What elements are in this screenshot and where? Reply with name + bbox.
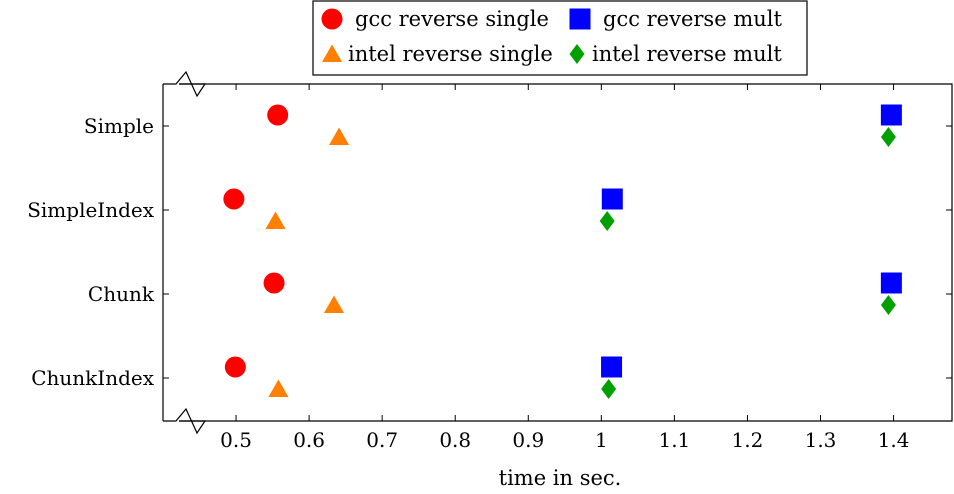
series-gcc-reverse-mult — [601, 104, 902, 378]
legend-label: gcc reverse single — [355, 7, 549, 31]
data-point — [224, 356, 246, 378]
x-tick-label: 1.2 — [732, 428, 764, 452]
data-point — [267, 104, 289, 126]
legend-entry: gcc reverse mult — [569, 7, 782, 31]
x-tick-label: 1.4 — [878, 428, 910, 452]
axis-break-bottom — [163, 407, 207, 435]
y-category-label: Simple — [84, 114, 154, 138]
series-gcc-reverse-single — [223, 104, 289, 378]
legend-label: intel reverse single — [348, 42, 553, 66]
x-tick-label: 0.9 — [512, 428, 544, 452]
x-axis-label: time in sec. — [499, 466, 622, 490]
series-intel-reverse-mult — [599, 127, 896, 399]
y-category-label: ChunkIndex — [31, 366, 154, 390]
data-point — [599, 211, 615, 231]
legend-entry: intel reverse single — [322, 42, 553, 66]
x-tick-label: 1.3 — [805, 428, 837, 452]
legend-frame — [312, 0, 808, 76]
legend-marker — [321, 8, 343, 30]
x-tick-label: 0.6 — [293, 428, 325, 452]
x-tick-label: 1 — [595, 428, 608, 452]
legend-entry: intel reverse mult — [569, 42, 782, 66]
legend-label: gcc reverse mult — [603, 7, 782, 31]
legend-marker — [569, 8, 591, 30]
data-point — [223, 188, 245, 210]
legend-label: intel reverse mult — [592, 42, 782, 66]
data-point — [601, 356, 623, 378]
x-tick-label: 0.7 — [366, 428, 398, 452]
data-point — [265, 211, 286, 229]
data-point — [601, 379, 617, 399]
data-point — [263, 272, 285, 294]
data-point — [323, 295, 344, 313]
data-point — [601, 188, 623, 210]
data-point — [880, 127, 896, 147]
legend: gcc reverse single gcc reverse mult intel … — [312, 0, 808, 76]
x-tick-label: 0.8 — [439, 428, 471, 452]
data-point — [880, 295, 896, 315]
y-category-label: Chunk — [88, 282, 155, 306]
axis-break-top — [163, 70, 207, 98]
plot-frame — [179, 83, 953, 422]
legend-marker — [322, 44, 342, 62]
legend-marker — [569, 44, 585, 64]
series-intel-reverse-single — [265, 127, 350, 397]
data-point — [268, 379, 289, 397]
data-point — [880, 272, 902, 294]
data-point — [329, 127, 350, 145]
plot-axes: 0.5 0.6 0.7 0.8 0.9 1 1.1 1.2 1.3 1.4 Simple Simple… — [27, 70, 953, 452]
x-tick-label: 0.5 — [220, 428, 252, 452]
legend-entry: gcc reverse single — [321, 7, 549, 31]
data-point — [880, 104, 902, 126]
x-tick-label: 1.1 — [658, 428, 690, 452]
plot-marks — [223, 104, 902, 399]
y-category-label: SimpleIndex — [27, 198, 155, 222]
